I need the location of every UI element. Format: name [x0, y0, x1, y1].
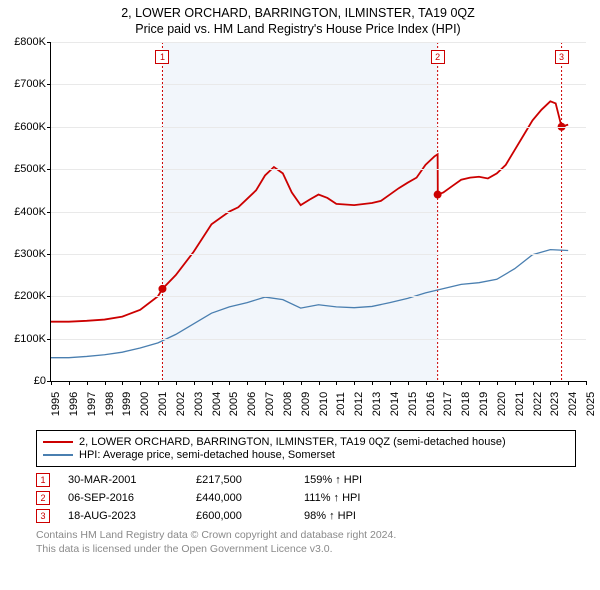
title-address: 2, LOWER ORCHARD, BARRINGTON, ILMINSTER,… — [6, 6, 590, 20]
x-tick-label: 2002 — [175, 392, 187, 416]
legend-swatch — [43, 441, 73, 443]
y-tick-label: £800K — [14, 36, 46, 48]
legend-label: 2, LOWER ORCHARD, BARRINGTON, ILMINSTER,… — [79, 436, 506, 448]
footer-line2: This data is licensed under the Open Gov… — [36, 543, 576, 557]
event-marker-box: 1 — [155, 50, 169, 64]
gridline-h — [51, 169, 586, 170]
x-tick-label: 1996 — [68, 392, 80, 416]
chart-zone: £0£100K£200K£300K£400K£500K£600K£700K£80… — [6, 42, 590, 422]
x-tick-label: 1997 — [86, 392, 98, 416]
y-tick — [47, 296, 51, 297]
x-tick-label: 2003 — [193, 392, 205, 416]
event-date: 06-SEP-2016 — [68, 492, 178, 504]
y-tick — [47, 254, 51, 255]
event-date: 30-MAR-2001 — [68, 474, 178, 486]
y-tick-label: £200K — [14, 290, 46, 302]
event-number-box: 1 — [36, 473, 50, 487]
y-tick-label: £100K — [14, 333, 46, 345]
legend-row: HPI: Average price, semi-detached house,… — [43, 449, 569, 461]
y-tick — [47, 127, 51, 128]
y-tick-label: £400K — [14, 206, 46, 218]
y-tick — [47, 42, 51, 43]
chart-container: 2, LOWER ORCHARD, BARRINGTON, ILMINSTER,… — [0, 0, 600, 590]
event-price: £440,000 — [196, 492, 286, 504]
x-tick-label: 2007 — [264, 392, 276, 416]
sale-marker — [434, 191, 442, 199]
x-tick-label: 2004 — [211, 392, 223, 416]
y-tick-label: £500K — [14, 163, 46, 175]
title-sub: Price paid vs. HM Land Registry's House … — [6, 22, 590, 36]
y-tick-label: £700K — [14, 78, 46, 90]
x-tick-label: 2008 — [282, 392, 294, 416]
event-row: 3 18-AUG-2023 £600,000 98% ↑ HPI — [36, 509, 576, 523]
y-tick — [47, 169, 51, 170]
title-block: 2, LOWER ORCHARD, BARRINGTON, ILMINSTER,… — [6, 6, 590, 36]
event-number-box: 3 — [36, 509, 50, 523]
legend-label: HPI: Average price, semi-detached house,… — [79, 449, 335, 461]
y-axis: £0£100K£200K£300K£400K£500K£600K£700K£80… — [6, 42, 48, 382]
x-tick-label: 2025 — [585, 392, 597, 416]
footer: Contains HM Land Registry data © Crown c… — [36, 529, 576, 556]
x-tick-label: 2016 — [425, 392, 437, 416]
y-tick — [47, 212, 51, 213]
x-tick — [586, 381, 587, 385]
legend-swatch — [43, 454, 73, 455]
gridline-h — [51, 339, 586, 340]
event-row: 2 06-SEP-2016 £440,000 111% ↑ HPI — [36, 491, 576, 505]
gridline-h — [51, 254, 586, 255]
x-tick-label: 2023 — [549, 392, 561, 416]
gridline-h — [51, 212, 586, 213]
event-row: 1 30-MAR-2001 £217,500 159% ↑ HPI — [36, 473, 576, 487]
x-tick-label: 2006 — [246, 392, 258, 416]
x-tick-label: 2011 — [335, 392, 347, 416]
footer-line1: Contains HM Land Registry data © Crown c… — [36, 529, 576, 543]
x-tick-label: 2022 — [532, 392, 544, 416]
event-price: £600,000 — [196, 510, 286, 522]
x-tick-label: 2005 — [228, 392, 240, 416]
legend: 2, LOWER ORCHARD, BARRINGTON, ILMINSTER,… — [36, 430, 576, 467]
event-marker-box: 3 — [555, 50, 569, 64]
x-tick-label: 2019 — [478, 392, 490, 416]
plot-area: 1 2 3 — [50, 42, 586, 382]
legend-row: 2, LOWER ORCHARD, BARRINGTON, ILMINSTER,… — [43, 436, 569, 448]
y-tick-label: £300K — [14, 248, 46, 260]
event-number-box: 2 — [36, 491, 50, 505]
x-tick-label: 1995 — [50, 392, 62, 416]
events-table: 1 30-MAR-2001 £217,500 159% ↑ HPI 2 06-SEP-20… — [36, 473, 576, 523]
x-tick-label: 1999 — [121, 392, 133, 416]
event-delta: 111% ↑ HPI — [304, 492, 360, 504]
x-tick-label: 2001 — [157, 392, 169, 416]
gridline-h — [51, 127, 586, 128]
x-tick-label: 2012 — [353, 392, 365, 416]
x-tick-label: 2017 — [442, 392, 454, 416]
gridline-h — [51, 84, 586, 85]
x-tick-label: 2013 — [371, 392, 383, 416]
gridline-h — [51, 42, 586, 43]
x-tick-label: 2018 — [460, 392, 472, 416]
event-delta: 98% ↑ HPI — [304, 510, 356, 522]
gridline-h — [51, 296, 586, 297]
x-tick-label: 2020 — [496, 392, 508, 416]
x-tick-label: 2000 — [139, 392, 151, 416]
y-tick — [47, 84, 51, 85]
x-tick-label: 2021 — [514, 392, 526, 416]
event-price: £217,500 — [196, 474, 286, 486]
x-tick-label: 2014 — [389, 392, 401, 416]
event-date: 18-AUG-2023 — [68, 510, 178, 522]
x-tick-label: 2009 — [300, 392, 312, 416]
x-tick-label: 2010 — [318, 392, 330, 416]
event-delta: 159% ↑ HPI — [304, 474, 362, 486]
sale-marker — [158, 285, 166, 293]
x-axis: 1995 1996 1997 1998 1999 2000 2001 2002 2003 2004… — [50, 382, 586, 422]
x-tick-label: 1998 — [104, 392, 116, 416]
y-tick-label: £600K — [14, 121, 46, 133]
y-tick — [47, 339, 51, 340]
x-tick-label: 2024 — [567, 392, 579, 416]
x-tick-label: 2015 — [407, 392, 419, 416]
y-tick-label: £0 — [34, 375, 46, 387]
event-marker-box: 2 — [431, 50, 445, 64]
